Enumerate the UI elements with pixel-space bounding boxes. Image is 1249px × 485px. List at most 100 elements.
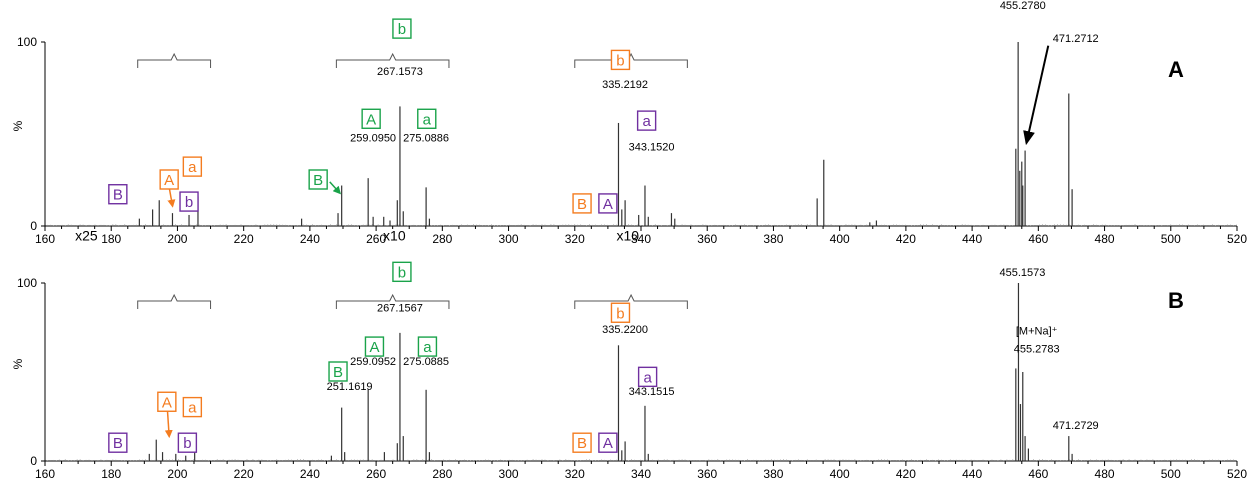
y-axis-label: % xyxy=(11,358,25,369)
ion-box-letter: A xyxy=(603,196,613,213)
scale-bracket xyxy=(137,293,212,309)
x-tick-label: 520 xyxy=(1227,232,1247,246)
ion-box-frame xyxy=(308,169,328,190)
ion-box-letter: B xyxy=(113,187,123,204)
annotation-arrow xyxy=(167,187,176,208)
x-tick-label: 400 xyxy=(830,232,850,246)
ion-box-purple: B xyxy=(108,432,128,453)
scale-bracket xyxy=(574,293,688,309)
x-tick-label: 400 xyxy=(830,467,850,481)
x-tick-label: 360 xyxy=(697,467,717,481)
ion-box-letter: b xyxy=(616,305,624,322)
ion-box-green: a xyxy=(417,336,438,357)
ion-box-frame xyxy=(610,302,631,323)
ion-box-purple: A xyxy=(598,193,618,214)
ion-box-letter: A xyxy=(369,339,379,356)
ion-box-orange: a xyxy=(182,156,203,177)
peak-label: 343.1515 xyxy=(629,386,675,398)
y-tick-label: 0 xyxy=(30,454,37,468)
x-tick-label: 340 xyxy=(631,467,651,481)
ion-box-frame xyxy=(572,193,592,214)
scale-bracket xyxy=(335,293,450,309)
ion-box-frame xyxy=(361,108,381,129)
x-tick-label: 440 xyxy=(962,467,982,481)
x-tick-label: 200 xyxy=(167,232,187,246)
ion-box-letter: a xyxy=(642,113,651,130)
peak-label: 259.0952 xyxy=(350,356,396,368)
peak-labels-a: [M+Na]⁺x5x2x2267.1573259.0950275.0886335… xyxy=(350,0,1099,154)
x-tick-label: 440 xyxy=(962,232,982,246)
x-tick-label: 480 xyxy=(1095,232,1115,246)
x-tick-label: 280 xyxy=(432,232,452,246)
scale-bracket xyxy=(137,52,212,68)
scale-factor-label: x10 xyxy=(616,227,639,243)
axes-a: 160 180 200 220 240 260 280 300 320 340 360 380 400 4… xyxy=(11,35,1247,246)
ion-box-letter: a xyxy=(423,339,432,356)
adduct-label: [M+Na]⁺ xyxy=(1016,326,1058,338)
ion-box-orange: A xyxy=(157,391,177,412)
x-tick-label: 320 xyxy=(565,467,585,481)
x-tick-label: 460 xyxy=(1028,467,1048,481)
peak-label: 471.2712 xyxy=(1053,33,1099,45)
y-tick-label: 0 xyxy=(30,219,37,233)
spectrum-panel-a: 160 180 200 220 240 260 280 300 320 340 360 380 400 4… xyxy=(11,0,1247,246)
ion-box-green: b xyxy=(392,18,412,39)
scale-bracket xyxy=(574,52,688,68)
ion-box-frame xyxy=(610,49,631,71)
peaks-b xyxy=(47,283,1237,461)
peak-label: 455.2783 xyxy=(1014,343,1060,355)
ion-box-frame xyxy=(108,432,128,453)
ion-box-frame xyxy=(598,432,618,453)
x-tick-label: 300 xyxy=(499,467,519,481)
x-tick-label: 340 xyxy=(631,232,651,246)
ion-box-frame xyxy=(417,108,437,129)
ion-box-letter: a xyxy=(188,159,197,176)
ion-box-letter: B xyxy=(313,172,323,189)
peak-label: 455.1573 xyxy=(999,267,1045,279)
ion-box-frame xyxy=(328,361,348,382)
ion-box-frame xyxy=(598,193,618,214)
x-tick-label: 260 xyxy=(366,232,386,246)
peak-label: 335.2200 xyxy=(602,324,648,336)
ion-box-green: B xyxy=(328,361,348,382)
ion-box-letter: b xyxy=(398,264,406,281)
ion-box-letter: B xyxy=(577,196,587,213)
x-tick-label: 320 xyxy=(565,232,585,246)
ion-box-frame xyxy=(637,366,658,388)
x-tick-label: 460 xyxy=(1028,232,1048,246)
ion-box-letter: a xyxy=(423,111,432,128)
x-tick-label: 420 xyxy=(896,232,916,246)
peak-label: 275.0885 xyxy=(403,356,449,368)
ion-box-green: a xyxy=(417,108,437,129)
x-tick-label: 220 xyxy=(234,467,254,481)
ion-box-frame xyxy=(392,18,412,39)
x-tick-label: 220 xyxy=(234,232,254,246)
x-tick-label: 480 xyxy=(1095,467,1115,481)
ion-box-frame xyxy=(182,156,203,177)
annotation-arrow xyxy=(1023,45,1050,146)
x-tick-label: 380 xyxy=(763,467,783,481)
x-tick-label: 260 xyxy=(366,467,386,481)
ion-box-purple: A xyxy=(598,432,618,453)
ion-box-letter: A xyxy=(603,435,613,452)
x-tick-label: 500 xyxy=(1161,467,1181,481)
ion-box-purple: B xyxy=(108,184,128,205)
x-tick-label: 380 xyxy=(763,232,783,246)
arrows-a xyxy=(167,45,1050,208)
ion-box-orange: b xyxy=(610,302,631,323)
ion-box-letter: A xyxy=(164,172,174,189)
ion-box-orange: B xyxy=(572,432,592,453)
arrows-b xyxy=(164,411,173,439)
ion-box-purple: a xyxy=(636,110,657,131)
peak-label: 343.1520 xyxy=(629,142,675,154)
ion-box-frame xyxy=(108,184,128,205)
y-tick-label: 100 xyxy=(17,276,37,290)
ion-box-frame xyxy=(159,169,179,190)
ion-box-letter: a xyxy=(643,369,652,386)
annotation-arrow xyxy=(329,181,342,195)
ion-box-letter: A xyxy=(162,394,172,411)
brackets-a xyxy=(137,52,688,68)
ion-box-letter: b xyxy=(183,435,191,452)
peak-label: 335.2192 xyxy=(602,79,648,91)
